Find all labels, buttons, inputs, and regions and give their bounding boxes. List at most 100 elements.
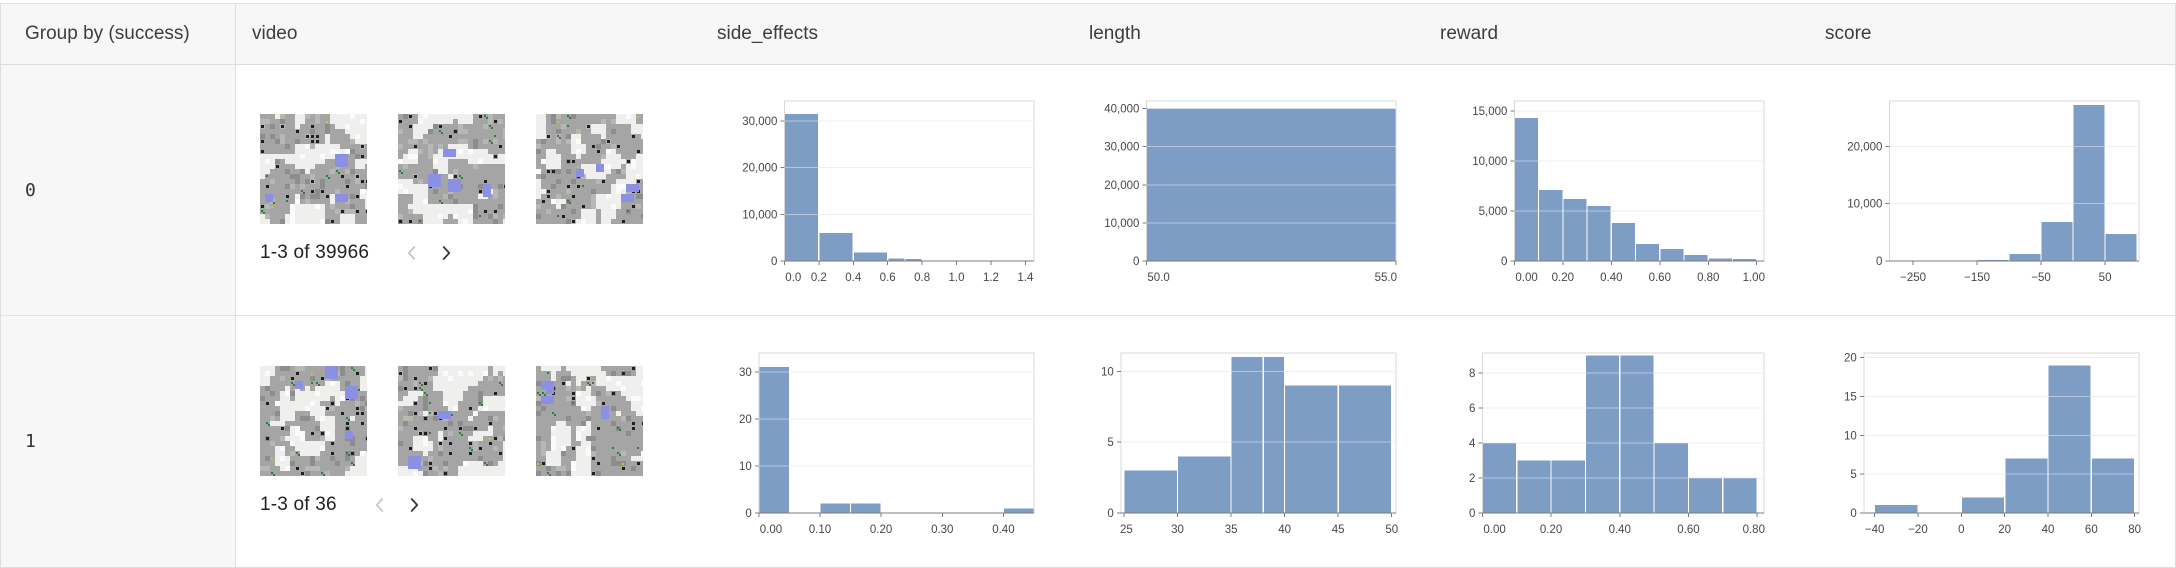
svg-text:20,000: 20,000 — [1847, 141, 1882, 153]
svg-text:0.30: 0.30 — [931, 524, 953, 536]
video-thumbnail[interactable] — [536, 114, 643, 224]
video-thumbnail[interactable] — [260, 365, 367, 476]
svg-text:0: 0 — [1132, 256, 1138, 268]
svg-text:35: 35 — [1224, 524, 1237, 536]
video-thumbnails — [260, 114, 643, 224]
histogram-score-group-0[interactable]: −250 −150 −50 50 0 10,000 20,000 — [1837, 91, 2147, 289]
column-header-reward[interactable]: reward — [1424, 4, 1809, 64]
column-header-side-effects[interactable]: side_effects — [701, 4, 1073, 64]
histogram-side-effects-group-0[interactable]: 0.0 0.2 0.4 0.6 0.8 1.0 1.2 1.4 0 10,000 20,000 30,… — [732, 91, 1042, 289]
svg-text:10: 10 — [1844, 430, 1857, 442]
histogram-reward-group-0[interactable]: 0.00 0.20 0.40 0.60 0.80 1.00 0 5,000 10,000 15,0… — [1462, 91, 1772, 289]
video-thumbnail[interactable] — [398, 114, 505, 224]
svg-text:0: 0 — [771, 256, 777, 268]
histogram-reward-group-1[interactable]: 0.00 0.20 0.40 0.60 0.80 0 2 4 6 8 — [1462, 343, 1772, 541]
svg-text:−250: −250 — [1900, 272, 1926, 284]
chevron-left-icon — [407, 246, 416, 260]
svg-text:45: 45 — [1331, 524, 1344, 536]
side-effects-cell: 0.0 0.2 0.4 0.6 0.8 1.0 1.2 1.4 0 10,000 20,000 30,… — [701, 65, 1073, 315]
svg-text:15,000: 15,000 — [1472, 106, 1507, 118]
pagination-prev-button[interactable] — [367, 492, 393, 518]
svg-text:10,000: 10,000 — [742, 209, 777, 221]
svg-text:−40: −40 — [1865, 524, 1885, 536]
svg-text:0.40: 0.40 — [1600, 272, 1622, 284]
svg-text:0.60: 0.60 — [1677, 524, 1699, 536]
svg-text:80: 80 — [2128, 524, 2141, 536]
length-cell: 25 30 35 40 45 50 0 5 10 — [1073, 316, 1424, 567]
svg-text:−150: −150 — [1964, 272, 1990, 284]
svg-text:25: 25 — [1120, 524, 1133, 536]
video-cell: 1-3 of 36 — [236, 316, 701, 567]
svg-text:0.00: 0.00 — [1515, 272, 1537, 284]
svg-text:0.40: 0.40 — [1608, 524, 1630, 536]
svg-text:0.00: 0.00 — [760, 524, 782, 536]
column-header-label: score — [1825, 23, 1872, 44]
svg-text:30: 30 — [1171, 524, 1184, 536]
score-cell: −40 −20 0 20 40 60 80 0 5 10 15 20 — [1809, 316, 2175, 567]
svg-text:1.00: 1.00 — [1742, 272, 1764, 284]
svg-text:0: 0 — [1850, 508, 1856, 520]
video-thumbnail[interactable] — [260, 114, 367, 224]
column-header-score[interactable]: score — [1809, 4, 2175, 64]
pagination-label: 1-3 of 39966 — [260, 242, 370, 263]
svg-text:10: 10 — [739, 460, 752, 472]
histogram-length-group-0[interactable]: 50.0 55.0 0 10,000 20,000 30,000 40,000 — [1094, 91, 1404, 289]
group-key: 0 — [25, 179, 36, 201]
svg-text:40: 40 — [2042, 524, 2055, 536]
table-header-row: Group by (success) video side_effects le… — [1, 4, 2175, 65]
pagination-label: 1-3 of 36 — [260, 493, 337, 515]
column-header-video[interactable]: video — [236, 4, 701, 64]
reward-cell: 0.00 0.20 0.40 0.60 0.80 0 2 4 6 8 — [1424, 316, 1809, 567]
svg-text:0: 0 — [1958, 524, 1964, 536]
svg-text:0: 0 — [1468, 508, 1474, 520]
column-header-label: side_effects — [717, 23, 819, 44]
svg-text:10,000: 10,000 — [1847, 199, 1882, 211]
svg-text:0: 0 — [1500, 256, 1506, 268]
svg-text:0: 0 — [1107, 508, 1113, 520]
svg-text:30,000: 30,000 — [742, 116, 777, 128]
column-header-label: Group by (success) — [25, 23, 190, 44]
svg-text:60: 60 — [2085, 524, 2098, 536]
svg-text:5: 5 — [1850, 469, 1856, 481]
svg-text:0.20: 0.20 — [870, 524, 892, 536]
svg-text:0.80: 0.80 — [1697, 272, 1719, 284]
svg-text:0.4: 0.4 — [845, 272, 862, 284]
column-header-label: video — [252, 23, 298, 44]
svg-text:0.80: 0.80 — [1742, 524, 1764, 536]
svg-text:20: 20 — [1998, 524, 2011, 536]
group-key-cell: 0 — [1, 65, 236, 315]
column-header-label: reward — [1440, 23, 1499, 44]
histogram-score-group-1[interactable]: −40 −20 0 20 40 60 80 0 5 10 15 20 — [1837, 343, 2147, 541]
svg-text:−50: −50 — [2031, 272, 2051, 284]
svg-text:50.0: 50.0 — [1147, 272, 1169, 284]
pagination-next-button[interactable] — [401, 492, 427, 518]
video-thumbnail[interactable] — [536, 365, 643, 476]
video-pagination: 1-3 of 39966 — [260, 240, 459, 266]
pagination-next-button[interactable] — [433, 240, 459, 266]
histogram-side-effects-group-1[interactable]: 0.00 0.10 0.20 0.30 0.40 0 10 20 30 — [732, 343, 1042, 541]
grouped-runs-table: Group by (success) video side_effects le… — [0, 3, 2176, 568]
length-cell: 50.0 55.0 0 10,000 20,000 30,000 40,000 — [1073, 65, 1424, 315]
pagination-prev-button[interactable] — [399, 240, 425, 266]
svg-text:0.20: 0.20 — [1539, 524, 1561, 536]
svg-text:2: 2 — [1468, 473, 1474, 485]
group-key: 1 — [25, 431, 36, 452]
histogram-length-group-1[interactable]: 25 30 35 40 45 50 0 5 10 — [1094, 343, 1404, 541]
svg-text:10,000: 10,000 — [1104, 218, 1139, 230]
svg-text:30,000: 30,000 — [1104, 142, 1139, 154]
svg-text:0.6: 0.6 — [880, 272, 896, 284]
svg-text:4: 4 — [1468, 438, 1475, 450]
column-header-group-by[interactable]: Group by (success) — [1, 4, 236, 64]
chevron-left-icon — [375, 497, 384, 512]
video-thumbnail[interactable] — [398, 365, 505, 476]
video-cell: 1-3 of 39966 — [236, 65, 701, 315]
svg-text:20,000: 20,000 — [1104, 180, 1139, 192]
group-key-cell: 1 — [1, 316, 236, 567]
svg-text:20: 20 — [1844, 352, 1857, 364]
svg-text:0: 0 — [1876, 256, 1882, 268]
column-header-length[interactable]: length — [1073, 4, 1424, 64]
video-pagination: 1-3 of 36 — [260, 492, 427, 518]
svg-text:1.2: 1.2 — [983, 272, 999, 284]
svg-text:10: 10 — [1101, 366, 1114, 378]
svg-text:10,000: 10,000 — [1472, 156, 1507, 168]
